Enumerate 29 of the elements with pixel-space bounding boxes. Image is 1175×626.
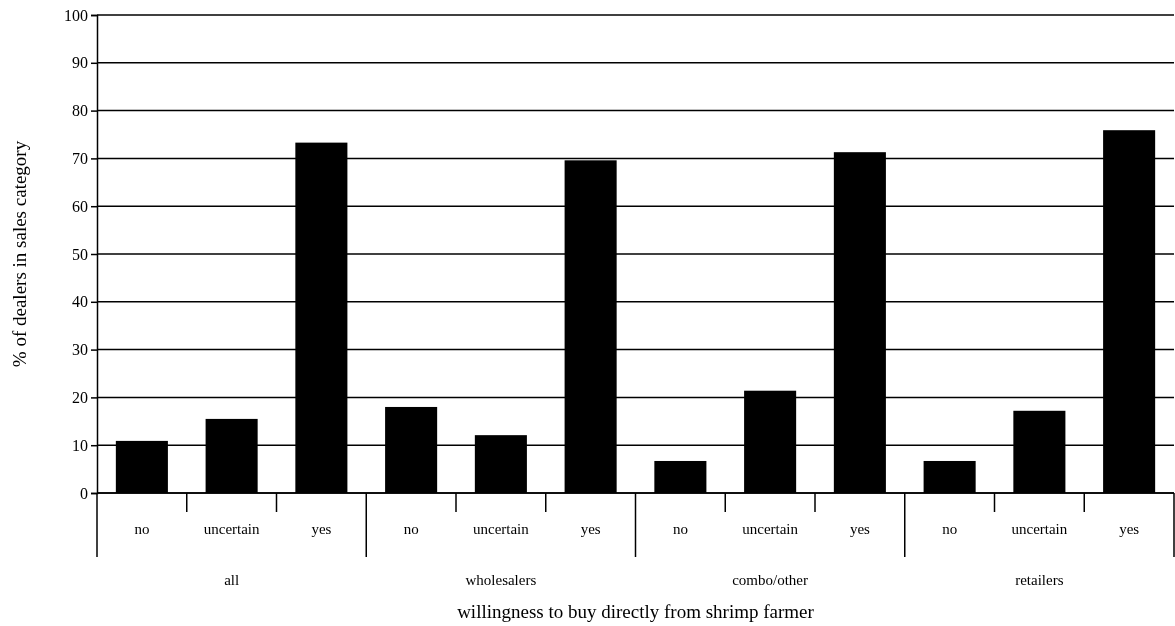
text: retailers (1015, 572, 1064, 588)
x-tick-label: no (403, 521, 419, 537)
y-tick-label: 50 (72, 245, 88, 263)
y-tick-label: 60 (72, 197, 88, 215)
text: wholesalers (465, 572, 537, 588)
text: all (224, 572, 240, 588)
text: combo/other (732, 572, 809, 588)
x-tick-label: yes (311, 521, 332, 537)
y-axis-title: % of dealers in sales category (9, 140, 30, 368)
x-tick-label: yes (849, 521, 871, 537)
x-tick-label: no (134, 521, 150, 537)
x-tick-label: uncertain (472, 521, 530, 537)
y-tick-label: 20 (72, 389, 88, 407)
x-tick-label: uncertain (1011, 521, 1068, 537)
y-tick-label: 30 (72, 341, 88, 359)
x-tick-label: yes (580, 521, 601, 537)
x-tick-label: no (942, 521, 958, 537)
x-tick-label: no (672, 521, 688, 537)
x-tick-label: uncertain (742, 521, 799, 537)
x-tick-label: yes (1119, 521, 1140, 537)
y-tick-label: 70 (72, 150, 88, 168)
y-tick-label: 80 (72, 102, 88, 120)
y-tick-label: 90 (72, 54, 88, 72)
y-tick-label: 40 (72, 293, 88, 311)
x-tick-label: uncertain (203, 521, 261, 537)
y-tick-label: 100 (64, 6, 88, 24)
y-tick-label: 10 (72, 436, 88, 454)
y-tick-label: 0 (80, 484, 88, 502)
x-axis-title: willingness to buy directly from shrimp farmer (457, 601, 815, 622)
